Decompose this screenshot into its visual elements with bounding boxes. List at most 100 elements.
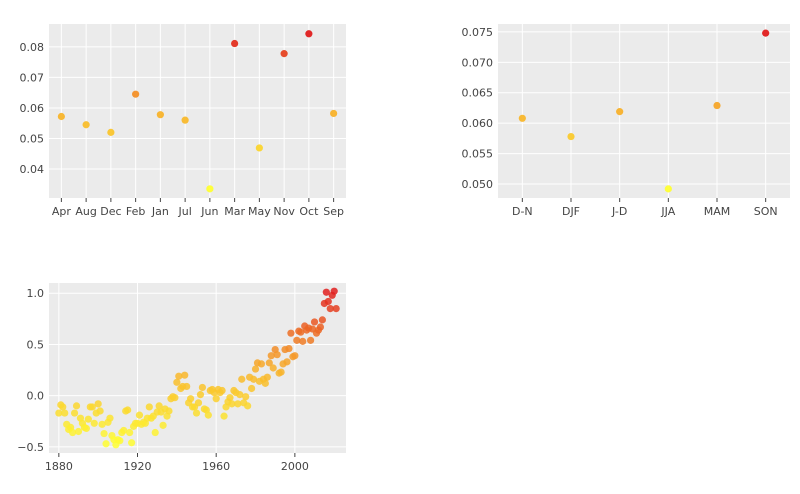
data-point[interactable]: [305, 30, 313, 38]
data-point[interactable]: [277, 368, 285, 376]
data-point[interactable]: [257, 360, 266, 368]
data-point[interactable]: [69, 428, 77, 437]
data-point[interactable]: [196, 391, 205, 399]
data-point[interactable]: [55, 409, 63, 417]
data-point[interactable]: [70, 409, 79, 417]
data-point[interactable]: [124, 406, 132, 414]
data-point[interactable]: [206, 185, 214, 193]
data-point[interactable]: [194, 399, 203, 407]
data-point[interactable]: [518, 114, 526, 122]
data-point[interactable]: [61, 409, 69, 417]
data-point[interactable]: [59, 403, 67, 411]
data-point[interactable]: [238, 375, 246, 383]
data-point[interactable]: [310, 318, 319, 326]
data-point[interactable]: [299, 337, 307, 345]
data-point[interactable]: [107, 128, 115, 136]
data-point[interactable]: [251, 365, 260, 373]
data-point[interactable]: [173, 378, 181, 386]
data-point[interactable]: [265, 359, 273, 367]
data-point[interactable]: [283, 358, 291, 366]
data-point[interactable]: [126, 428, 134, 437]
data-point[interactable]: [155, 402, 163, 410]
data-point[interactable]: [713, 101, 721, 110]
data-point[interactable]: [293, 336, 301, 344]
data-point[interactable]: [192, 409, 201, 417]
y-tick-label: 0.065: [462, 87, 494, 100]
data-point[interactable]: [57, 112, 65, 121]
data-point[interactable]: [187, 395, 195, 403]
data-point[interactable]: [181, 371, 189, 379]
data-point[interactable]: [84, 415, 92, 423]
data-point[interactable]: [324, 297, 332, 306]
data-point[interactable]: [204, 411, 212, 419]
data-point[interactable]: [244, 402, 252, 410]
data-point[interactable]: [330, 109, 338, 118]
data-point[interactable]: [90, 419, 98, 427]
data-point[interactable]: [322, 288, 330, 296]
data-point[interactable]: [234, 400, 242, 408]
data-point[interactable]: [135, 411, 144, 419]
data-point[interactable]: [255, 144, 263, 152]
data-point[interactable]: [249, 375, 258, 383]
data-point[interactable]: [616, 108, 624, 116]
data-point[interactable]: [151, 428, 159, 437]
data-point[interactable]: [285, 344, 293, 353]
data-point[interactable]: [332, 305, 340, 313]
data-point[interactable]: [120, 426, 128, 435]
data-point[interactable]: [145, 403, 153, 411]
data-point[interactable]: [183, 382, 191, 391]
data-point[interactable]: [88, 403, 96, 411]
data-point[interactable]: [100, 429, 108, 438]
data-point[interactable]: [326, 305, 334, 313]
x-tick-label: DJF: [562, 205, 580, 218]
data-point[interactable]: [280, 50, 288, 58]
data-point[interactable]: [74, 427, 83, 436]
data-point[interactable]: [132, 90, 140, 98]
data-point[interactable]: [198, 383, 207, 392]
data-point[interactable]: [106, 414, 114, 422]
data-point[interactable]: [306, 336, 315, 344]
data-point[interactable]: [82, 121, 90, 129]
data-point[interactable]: [165, 407, 173, 415]
data-point[interactable]: [269, 364, 277, 372]
data-point[interactable]: [82, 424, 90, 433]
chart-panel-2: 0.050 0.055 0.060 0.065 0.070 0.075 D-N DJF J-D J…: [462, 24, 790, 218]
y-tick-label: 0.050: [462, 178, 494, 191]
data-point[interactable]: [567, 132, 575, 141]
data-point[interactable]: [102, 440, 110, 448]
data-point[interactable]: [318, 316, 326, 324]
x-tick-label: MAM: [704, 205, 731, 218]
data-point[interactable]: [267, 352, 275, 360]
data-point[interactable]: [156, 111, 164, 119]
data-point[interactable]: [228, 400, 236, 408]
x-tick-label: 1880: [45, 460, 73, 473]
data-point[interactable]: [297, 328, 305, 336]
data-point[interactable]: [231, 39, 239, 48]
data-point[interactable]: [236, 391, 244, 399]
data-point[interactable]: [762, 29, 770, 37]
data-point[interactable]: [220, 412, 228, 420]
data-point[interactable]: [94, 400, 102, 408]
data-point[interactable]: [171, 394, 179, 402]
data-point[interactable]: [212, 395, 220, 403]
data-point[interactable]: [226, 394, 234, 402]
data-point[interactable]: [330, 287, 338, 295]
data-point[interactable]: [181, 116, 189, 124]
data-point[interactable]: [218, 386, 226, 395]
data-point[interactable]: [242, 393, 250, 401]
data-point[interactable]: [128, 439, 136, 447]
data-point[interactable]: [291, 352, 299, 360]
data-point[interactable]: [98, 420, 106, 428]
data-point[interactable]: [664, 185, 672, 193]
data-point[interactable]: [175, 372, 183, 380]
data-point[interactable]: [116, 437, 124, 445]
data-point[interactable]: [287, 329, 295, 337]
data-point[interactable]: [247, 384, 256, 393]
data-point[interactable]: [263, 373, 271, 381]
data-point[interactable]: [159, 421, 167, 429]
data-point[interactable]: [72, 402, 81, 410]
data-point[interactable]: [316, 323, 325, 331]
data-point[interactable]: [273, 351, 281, 359]
data-point[interactable]: [96, 407, 104, 415]
data-point[interactable]: [261, 379, 269, 387]
